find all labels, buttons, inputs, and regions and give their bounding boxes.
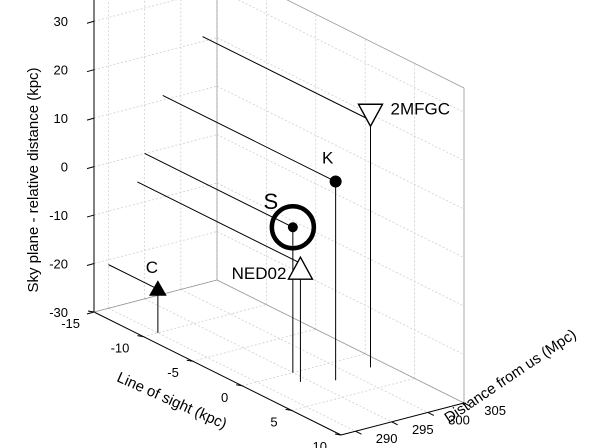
grid-line <box>93 134 218 168</box>
grid-layer <box>93 0 465 436</box>
z-tick-label: -30 <box>49 305 68 320</box>
grid-line <box>291 378 415 411</box>
z-tick-mark <box>86 311 95 315</box>
frame-edge <box>340 402 465 436</box>
grid-line <box>216 134 465 258</box>
point-label: K <box>322 149 334 168</box>
x-tick-label: -5 <box>167 365 179 380</box>
x-tick-label: 0 <box>221 390 228 405</box>
frame-edge <box>93 311 342 436</box>
grid-line <box>108 307 356 432</box>
y-tick-mark <box>391 421 398 426</box>
x-tick-label: 10 <box>313 439 327 448</box>
grid-line <box>93 85 218 119</box>
z-tick-mark <box>86 69 95 73</box>
point-layer: 2MFGC K S NED02 C <box>108 36 450 382</box>
point-label: C <box>146 258 158 277</box>
y-tick-label: 305 <box>484 403 506 418</box>
grid-line <box>93 182 218 216</box>
grid-line <box>237 0 465 113</box>
wall-line <box>144 152 294 228</box>
x-tick-mark <box>334 433 342 436</box>
frame-edge <box>93 279 218 313</box>
x-tick-mark <box>285 408 292 411</box>
data-point: 2MFGC <box>357 99 450 128</box>
grid-line <box>216 182 465 307</box>
grid-line <box>216 37 465 162</box>
z-tick-mark <box>86 20 95 24</box>
wall-line <box>162 94 336 182</box>
x-tick-label: -10 <box>111 341 130 356</box>
point-marker <box>149 280 167 296</box>
z-tick-mark <box>86 263 95 267</box>
point-label: S <box>264 189 279 214</box>
grid-line <box>93 0 178 22</box>
x-tick-mark <box>236 384 243 387</box>
wall-line <box>137 181 301 264</box>
grid-line <box>93 231 218 264</box>
tick-layer: -15 -10 -5 0 5 10 290 295 300 305 -30 -20 -10 0 10 20 30 <box>49 14 506 448</box>
x-tick-mark <box>186 359 193 362</box>
point-marker <box>329 175 342 188</box>
z-tick-mark <box>86 117 95 121</box>
point-marker <box>287 255 314 280</box>
y-tick-label: 290 <box>376 431 398 446</box>
y-tick-mark <box>355 430 362 435</box>
y-tick-label: 300 <box>448 412 470 427</box>
grid-line <box>216 231 465 355</box>
grid-line <box>93 37 218 71</box>
frame-edge <box>286 0 465 89</box>
z-tick-label: 10 <box>54 111 68 126</box>
grid-line <box>143 304 267 337</box>
point-label: 2MFGC <box>390 99 450 118</box>
data-point: NED02 <box>232 255 314 283</box>
y-tick-mark <box>427 411 435 416</box>
z-tick-label: -20 <box>49 257 68 272</box>
y-axis-label: Distance from us (Mpc) <box>441 326 579 427</box>
x-tick-label: -15 <box>61 316 80 331</box>
z-tick-label: 20 <box>54 63 68 78</box>
z-tick-mark <box>86 166 95 170</box>
wall-line <box>202 36 371 121</box>
point-label: NED02 <box>232 264 287 283</box>
x-tick-mark <box>137 335 144 338</box>
frame-edge <box>216 279 465 404</box>
z-tick-label: 0 <box>61 160 68 175</box>
frame-layer <box>93 0 465 436</box>
point-marker <box>269 203 317 251</box>
y-tick-mark <box>463 402 471 407</box>
y-tick-label: 295 <box>412 422 434 437</box>
data-point: C <box>146 258 167 296</box>
grid-line <box>144 298 392 423</box>
grid-line <box>242 353 366 387</box>
wall-line <box>108 264 159 290</box>
grid-line <box>192 328 316 362</box>
grid-line <box>180 289 429 413</box>
z-tick-label: 30 <box>54 14 68 29</box>
data-point: K <box>322 149 342 188</box>
data-point: S <box>264 189 317 251</box>
z-tick-label: -10 <box>49 208 68 223</box>
grid-line <box>216 85 465 210</box>
z-tick-mark <box>86 214 95 218</box>
point-marker <box>287 222 298 233</box>
point-marker <box>357 103 384 128</box>
z-axis-label: Sky plane - relative distance (kpc) <box>25 67 42 292</box>
x-tick-label: 5 <box>270 414 277 429</box>
